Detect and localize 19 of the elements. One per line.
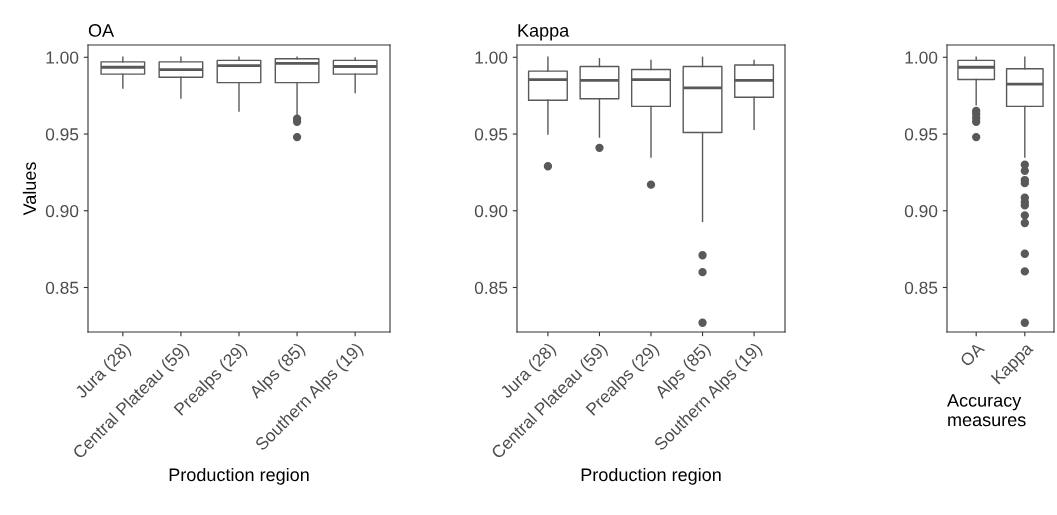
y-tick-label: 0.85 — [45, 281, 79, 294]
y-tick-label: 0.95 — [904, 128, 938, 141]
y-tick-label: 0.95 — [45, 128, 79, 141]
y-tick-label: 0.90 — [474, 204, 508, 218]
chart-title: OA — [88, 24, 115, 37]
y-tick-label: 1.00 — [475, 51, 508, 64]
y-tick-label: 0.90 — [904, 204, 938, 218]
y-tick-label: 0.85 — [904, 281, 938, 294]
y-tick-label: 1.00 — [905, 51, 938, 64]
y-tick-label: 0.85 — [474, 281, 508, 294]
y-tick-label: 0.90 — [45, 204, 79, 218]
x-axis-title: Accuracy measures — [947, 394, 1026, 427]
chart-title: Kappa — [518, 24, 570, 41]
y-axis-title: Values — [22, 162, 37, 216]
x-tick-label: OA — [959, 341, 986, 368]
x-axis-title: Production region — [169, 467, 309, 485]
y-tick-label: 1.00 — [46, 51, 79, 64]
x-axis-title: Production region — [581, 467, 721, 485]
y-tick-label: 0.95 — [474, 128, 508, 141]
